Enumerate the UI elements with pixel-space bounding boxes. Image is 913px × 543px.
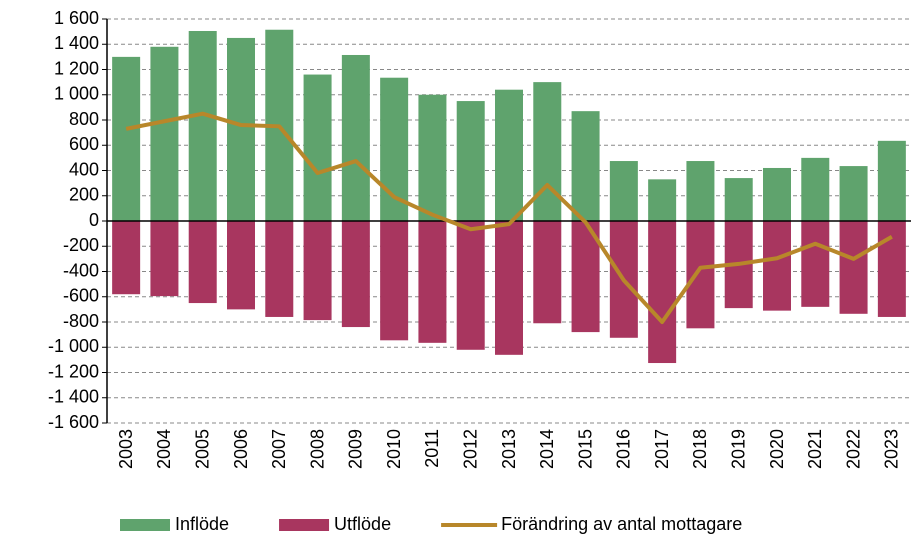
x-tick-label: 2014 [537,429,557,469]
bar [763,221,791,311]
line [125,111,893,324]
bar [418,94,447,221]
bar [380,221,409,341]
legend-label: Förändring av antal mottagare [501,514,742,534]
bar [112,56,141,221]
x-tick-label: 2008 [307,429,327,469]
y-tick-label: 400 [69,159,99,179]
y-tick-label: 200 [69,185,99,205]
x-tick-label: 2006 [231,429,251,469]
x-tick-label: 2016 [614,429,634,469]
bar [265,221,294,317]
x-tick-label: 2007 [269,429,289,469]
legend-label: Utflöde [334,514,391,534]
bar [303,74,332,221]
y-tick-label: -400 [63,260,99,280]
x-tick-label: 2018 [690,429,710,469]
x-tick-label: 2011 [422,429,442,468]
x-tick-label: 2023 [882,429,902,469]
y-tick-label: -600 [63,286,99,306]
bar [112,221,141,295]
bar [303,221,332,321]
x-tick-label: 2020 [767,429,787,469]
bar [648,179,677,221]
bar [801,157,830,221]
y-tick-label: 1 600 [54,8,99,28]
bar [341,54,370,222]
y-tick-label: 1 200 [54,58,99,78]
bar [839,166,868,221]
x-tick-label: 2017 [652,429,672,469]
bar [495,89,523,221]
bar [341,221,370,328]
x-tick-label: 2009 [346,429,366,469]
y-tick-label: -200 [63,235,99,255]
bar [609,161,638,221]
y-tick-label: 0 [89,210,99,230]
x-tick-label: 2012 [460,429,480,469]
y-tick-label: 1 400 [54,33,99,53]
bar [533,221,562,324]
bar [839,221,868,314]
bar [877,140,906,221]
bar [763,167,791,221]
x-tick-label: 2022 [843,429,863,469]
x-tick-label: 2005 [192,429,212,469]
x-tick-label: 2010 [384,429,404,469]
y-tick-label: -800 [63,311,99,331]
bar [188,221,217,304]
bar [227,37,255,221]
bar [686,221,715,329]
bar [456,221,485,350]
y-tick-label: 1 000 [54,84,99,104]
x-tick-label: 2021 [805,429,825,469]
bar [150,46,179,222]
bar [150,221,179,297]
legend-label: Inflöde [175,514,229,534]
y-tick-label: -1 400 [48,387,99,407]
x-tick-label: 2019 [728,429,748,469]
bar [227,221,255,310]
bar [456,101,485,221]
bar [533,82,562,221]
bar [877,221,906,317]
bar [571,111,600,221]
bar [418,221,447,343]
y-tick-label: -1 600 [48,412,99,432]
bar [648,221,677,364]
legend-swatch [120,519,170,531]
x-tick-label: 2015 [575,429,595,469]
bar [801,221,830,307]
y-tick-label: -1 000 [48,336,99,356]
bar [686,161,715,221]
x-tick-label: 2003 [116,429,136,469]
legend-swatch [279,519,330,531]
y-tick-label: 800 [69,109,99,129]
bar [724,178,753,221]
bar [188,30,217,222]
y-tick-label: 600 [69,134,99,154]
x-tick-label: 2004 [154,429,174,469]
y-tick-label: -1 200 [48,361,99,381]
x-tick-label: 2013 [499,429,519,469]
bar [495,221,523,355]
